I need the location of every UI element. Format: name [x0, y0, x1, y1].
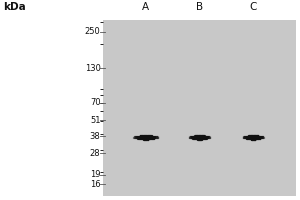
Text: kDa: kDa — [3, 2, 26, 12]
Text: 51: 51 — [90, 116, 101, 125]
Text: 250: 250 — [85, 27, 101, 36]
Text: B: B — [196, 2, 203, 12]
Text: 130: 130 — [85, 64, 101, 73]
Text: C: C — [250, 2, 257, 12]
Text: 19: 19 — [90, 170, 101, 179]
Text: 70: 70 — [90, 98, 101, 107]
Text: 38: 38 — [90, 132, 101, 141]
Text: 16: 16 — [90, 180, 101, 189]
Text: A: A — [142, 2, 149, 12]
Text: 28: 28 — [90, 149, 101, 158]
